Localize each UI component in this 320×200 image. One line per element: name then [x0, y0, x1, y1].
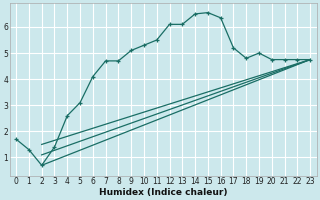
X-axis label: Humidex (Indice chaleur): Humidex (Indice chaleur) — [99, 188, 228, 197]
